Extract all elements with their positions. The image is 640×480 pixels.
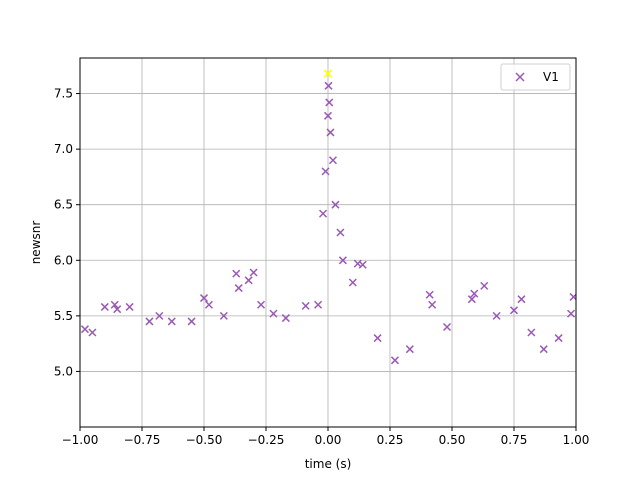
legend: V1 — [500, 63, 571, 91]
x-tick-label: 0.50 — [439, 433, 466, 447]
x-tick-label: 0.00 — [315, 433, 342, 447]
data-point — [125, 302, 134, 311]
data-point — [167, 317, 176, 326]
y-tick-label: 6.5 — [54, 198, 73, 212]
data-point — [554, 334, 563, 343]
axis-ticks: −1.00 −0.75 −0.50 −0.25 0.00 0.25 0.50 0.75 1.00… — [54, 87, 589, 447]
data-point — [539, 345, 548, 354]
y-tick-label: 7.5 — [54, 87, 73, 101]
data-point — [113, 305, 122, 314]
data-point — [492, 311, 501, 320]
data-point — [301, 301, 310, 310]
data-point — [324, 81, 333, 90]
data-point — [527, 328, 536, 337]
data-point — [100, 302, 109, 311]
y-tick-label: 5.0 — [54, 364, 73, 378]
data-point — [257, 300, 266, 309]
legend-box — [500, 63, 571, 91]
x-tick-label: 0.25 — [377, 433, 404, 447]
x-axis-label: time (s) — [305, 457, 352, 471]
data-point — [155, 311, 164, 320]
data-point — [328, 156, 337, 165]
y-tick-label: 6.0 — [54, 253, 73, 267]
data-point — [244, 276, 253, 285]
data-point — [336, 228, 345, 237]
data-point — [509, 306, 519, 315]
data-point — [373, 334, 382, 343]
data-point — [348, 278, 357, 287]
data-point — [358, 260, 367, 269]
data-points — [80, 69, 576, 365]
y-tick-label: 5.5 — [54, 309, 73, 323]
x-tick-label: 0.75 — [501, 433, 528, 447]
data-point — [325, 98, 334, 107]
data-point — [145, 317, 154, 326]
x-tick-label: −0.25 — [248, 433, 285, 447]
data-point — [281, 314, 290, 323]
data-point — [567, 309, 576, 318]
data-point — [323, 111, 333, 120]
y-tick-label: 7.0 — [54, 142, 73, 156]
data-point — [232, 269, 241, 278]
data-point — [517, 295, 526, 304]
data-point — [249, 268, 258, 277]
data-point — [269, 309, 278, 318]
data-point — [326, 128, 335, 137]
data-point — [425, 290, 434, 299]
x-tick-label: −0.75 — [124, 433, 161, 447]
x-tick-label: −0.50 — [186, 433, 223, 447]
data-point — [480, 281, 489, 290]
data-point — [428, 300, 437, 309]
y-axis-label: newsnr — [29, 221, 43, 265]
data-point — [187, 317, 196, 326]
data-point — [390, 356, 399, 365]
data-point — [88, 328, 97, 337]
data-point — [199, 294, 209, 303]
x-tick-label: −1.00 — [62, 433, 99, 447]
legend-marker-v1 — [515, 72, 525, 82]
loudest-point — [323, 69, 333, 78]
data-point — [470, 289, 479, 298]
data-point — [234, 284, 243, 293]
legend-label-v1: V1 — [543, 70, 559, 84]
data-point — [443, 322, 452, 332]
data-point — [80, 325, 89, 334]
data-point — [338, 256, 347, 265]
data-point — [110, 300, 119, 309]
x-tick-label: 1.00 — [563, 433, 590, 447]
data-point — [219, 311, 228, 320]
data-point — [331, 200, 340, 209]
legend-marker-glyph — [515, 72, 525, 82]
grid — [79, 58, 577, 427]
data-point — [405, 345, 414, 354]
data-point — [321, 167, 330, 176]
data-point — [467, 295, 476, 304]
data-point — [204, 300, 213, 309]
data-point — [314, 300, 323, 309]
data-point — [319, 209, 328, 218]
